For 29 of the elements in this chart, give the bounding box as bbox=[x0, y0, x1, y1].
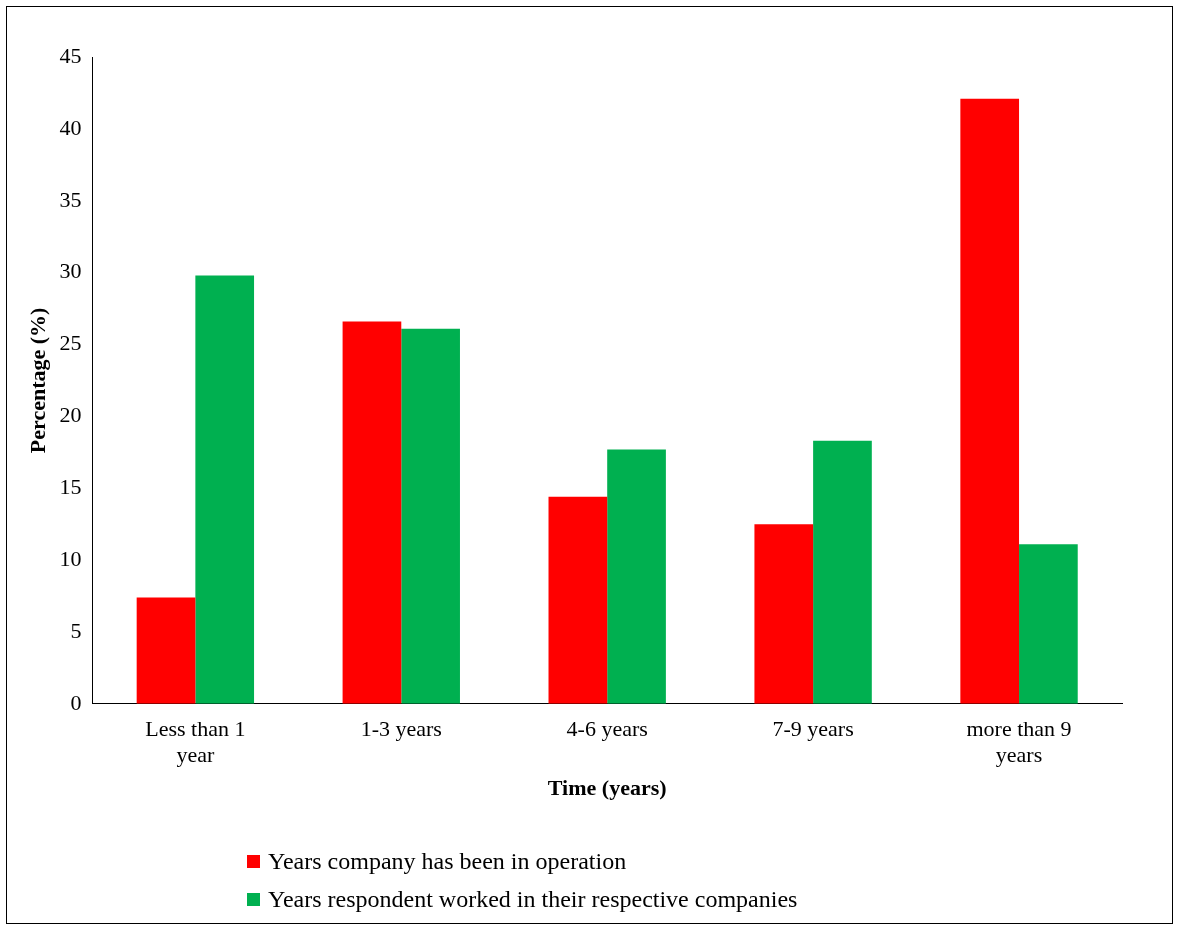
bar bbox=[136, 597, 196, 704]
y-tick-label: 40 bbox=[59, 114, 82, 140]
y-tick-label: 45 bbox=[59, 42, 82, 68]
y-tick-label: 0 bbox=[70, 689, 82, 715]
y-axis-title: Percentage (%) bbox=[24, 307, 50, 454]
y-tick-label: 15 bbox=[59, 473, 82, 499]
y-tick-label: 10 bbox=[59, 545, 82, 571]
bar bbox=[607, 449, 666, 704]
bar bbox=[1019, 544, 1078, 704]
legend-label: Years company has been in operation bbox=[267, 846, 628, 876]
x-tick-label: Less than 1 year bbox=[145, 715, 246, 768]
bar bbox=[960, 98, 1020, 704]
y-tick-label: 20 bbox=[59, 402, 82, 428]
bar bbox=[195, 275, 255, 704]
x-tick-label: 7-9 years bbox=[772, 715, 854, 741]
x-tick-label: 1-3 years bbox=[360, 715, 442, 741]
bar bbox=[754, 524, 814, 704]
y-tick-label: 30 bbox=[59, 258, 82, 284]
bar bbox=[548, 496, 608, 704]
y-tick-label: 35 bbox=[59, 186, 82, 212]
y-tick-label: 25 bbox=[59, 330, 82, 356]
bar bbox=[342, 321, 402, 704]
legend-label: Years respondent worked in their respective companies bbox=[267, 884, 798, 914]
bar bbox=[401, 328, 460, 704]
x-tick-label: more than 9 years bbox=[966, 715, 1072, 768]
x-tick-label: 4-6 years bbox=[566, 715, 648, 741]
bar bbox=[813, 440, 872, 704]
y-tick-label: 5 bbox=[70, 617, 82, 643]
x-axis-title: Time (years) bbox=[547, 775, 667, 801]
